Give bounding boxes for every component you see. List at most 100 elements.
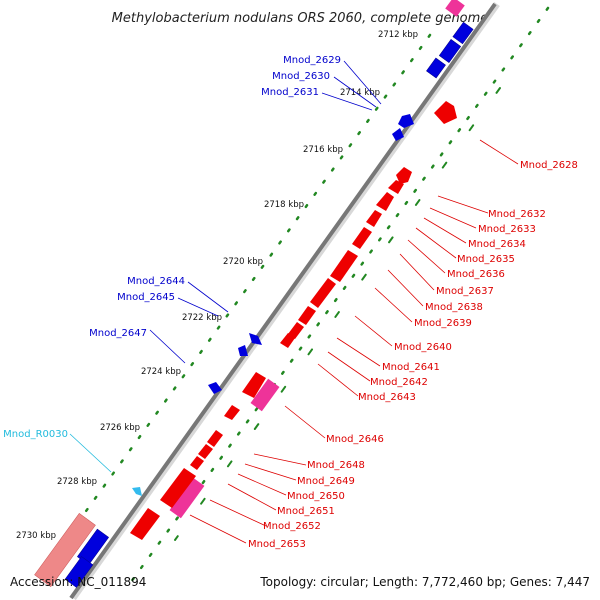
gene-label[interactable]: Mnod_2634 bbox=[468, 239, 526, 250]
gene-label[interactable]: Mnod_2650 bbox=[287, 491, 345, 502]
gene-label[interactable]: Mnod_2649 bbox=[297, 476, 355, 487]
tick-dot-tracks bbox=[40, 6, 550, 588]
reverse-gene[interactable] bbox=[376, 192, 394, 211]
leader-line bbox=[333, 76, 377, 108]
ruler-label: 2712 kbp bbox=[378, 30, 418, 40]
ruler-label: 2718 kbp bbox=[264, 200, 304, 210]
gene-label[interactable]: Mnod_2644 bbox=[127, 276, 185, 287]
reverse-gene[interactable] bbox=[396, 167, 412, 184]
reverse-gene[interactable] bbox=[366, 210, 382, 227]
gene-label[interactable]: Mnod_2645 bbox=[117, 292, 175, 303]
reverse-gene[interactable] bbox=[224, 405, 240, 420]
leader-line bbox=[354, 315, 393, 347]
leader-line bbox=[237, 473, 287, 496]
reverse-gene[interactable] bbox=[130, 508, 160, 540]
gene-label[interactable]: Mnod_2640 bbox=[394, 342, 452, 353]
leader-line bbox=[321, 92, 373, 111]
ruler-label: 2730 kbp bbox=[16, 531, 56, 541]
ruler-label: 2714 kbp bbox=[340, 88, 380, 98]
gene-label[interactable]: Mnod_2632 bbox=[488, 209, 546, 220]
leader-line bbox=[253, 453, 307, 466]
reverse-gene[interactable] bbox=[388, 180, 404, 194]
reverse-gene[interactable] bbox=[288, 322, 304, 339]
reverse-gene[interactable] bbox=[280, 333, 295, 348]
leader-line bbox=[437, 195, 489, 214]
reverse-gene[interactable] bbox=[160, 468, 196, 508]
leader-line bbox=[244, 463, 297, 481]
map-title: Methylobacterium nodulans ORS 2060, comp… bbox=[112, 11, 489, 26]
leader-line bbox=[387, 269, 424, 307]
leader-line bbox=[415, 227, 457, 259]
gene-label[interactable]: Mnod_2647 bbox=[89, 328, 147, 339]
gene-label[interactable]: Mnod_2641 bbox=[382, 362, 440, 373]
forward-gene[interactable] bbox=[438, 39, 462, 63]
pseudo-genes bbox=[169, 0, 465, 519]
gene-label[interactable]: Mnod_2630 bbox=[272, 71, 330, 82]
pseudo-gene[interactable] bbox=[169, 477, 205, 519]
forward-gene[interactable] bbox=[398, 114, 414, 128]
leader-line bbox=[317, 363, 359, 397]
leader-line bbox=[423, 217, 467, 244]
leader-line bbox=[187, 281, 229, 313]
ruler-label: 2726 kbp bbox=[100, 423, 140, 433]
ruler-labels: 2712 kbp 2714 kbp 2716 kbp 2718 kbp 2720… bbox=[16, 30, 418, 541]
reverse-strand-genes bbox=[130, 101, 457, 540]
reverse-gene[interactable] bbox=[198, 444, 213, 459]
gene-label[interactable]: Mnod_R0030 bbox=[3, 429, 68, 440]
gene-label[interactable]: Mnod_2629 bbox=[283, 55, 341, 66]
gene-label[interactable]: Mnod_2653 bbox=[248, 539, 306, 550]
leader-line bbox=[479, 139, 519, 165]
leader-line bbox=[177, 297, 219, 317]
forward-gene[interactable] bbox=[452, 21, 474, 45]
reverse-gene[interactable] bbox=[207, 430, 223, 447]
other-feature-band[interactable] bbox=[34, 513, 96, 587]
leader-line bbox=[149, 329, 186, 364]
gene-label[interactable]: Mnod_2633 bbox=[478, 224, 536, 235]
reverse-gene[interactable] bbox=[434, 101, 457, 124]
gene-label[interactable]: Mnod_2636 bbox=[447, 269, 505, 280]
leader-line bbox=[209, 499, 267, 527]
gene-label[interactable]: Mnod_2639 bbox=[414, 318, 472, 329]
reverse-gene[interactable] bbox=[310, 278, 336, 308]
left-leader-lines bbox=[69, 60, 382, 473]
forward-gene[interactable] bbox=[64, 556, 94, 588]
gene-label[interactable]: Mnod_2651 bbox=[277, 506, 335, 517]
forward-gene[interactable] bbox=[249, 333, 262, 345]
inner-dot-track bbox=[40, 33, 432, 574]
accession-text: Accession: NC_011894 bbox=[10, 575, 146, 589]
forward-gene[interactable] bbox=[208, 382, 222, 394]
gene-label[interactable]: Mnod_2638 bbox=[425, 302, 483, 313]
leader-line bbox=[343, 60, 382, 105]
ruler-label: 2720 kbp bbox=[223, 257, 263, 267]
leader-line bbox=[399, 253, 435, 291]
forward-gene[interactable] bbox=[426, 57, 446, 79]
ruler-label: 2724 kbp bbox=[141, 367, 181, 377]
reverse-gene[interactable] bbox=[352, 227, 372, 249]
pseudo-gene[interactable] bbox=[445, 0, 465, 17]
gene-label[interactable]: Mnod_2635 bbox=[457, 254, 515, 265]
gene-label[interactable]: Mnod_2648 bbox=[307, 460, 365, 471]
genome-backbone bbox=[69, 1, 500, 600]
forward-strand-genes bbox=[64, 21, 474, 588]
reverse-gene[interactable] bbox=[298, 306, 316, 325]
gene-label[interactable]: Mnod_2628 bbox=[520, 160, 578, 171]
leader-line bbox=[429, 207, 477, 229]
gene-label[interactable]: Mnod_2646 bbox=[326, 434, 384, 445]
backbone-line bbox=[69, 2, 497, 600]
gene-label[interactable]: Mnod_2652 bbox=[263, 521, 321, 532]
leader-line bbox=[69, 433, 112, 473]
leader-line bbox=[189, 514, 247, 544]
pseudo-gene[interactable] bbox=[250, 378, 280, 412]
reverse-gene[interactable] bbox=[190, 456, 204, 470]
reverse-gene[interactable] bbox=[330, 250, 358, 282]
gene-label[interactable]: Mnod_2637 bbox=[436, 286, 494, 297]
gene-label[interactable]: Mnod_2643 bbox=[358, 392, 416, 403]
rna-gene[interactable] bbox=[132, 487, 142, 496]
forward-gene[interactable] bbox=[238, 345, 248, 356]
reverse-gene[interactable] bbox=[242, 372, 266, 398]
gene-label[interactable]: Mnod_2631 bbox=[261, 87, 319, 98]
gene-label[interactable]: Mnod_2642 bbox=[370, 377, 428, 388]
forward-gene[interactable] bbox=[392, 128, 404, 141]
